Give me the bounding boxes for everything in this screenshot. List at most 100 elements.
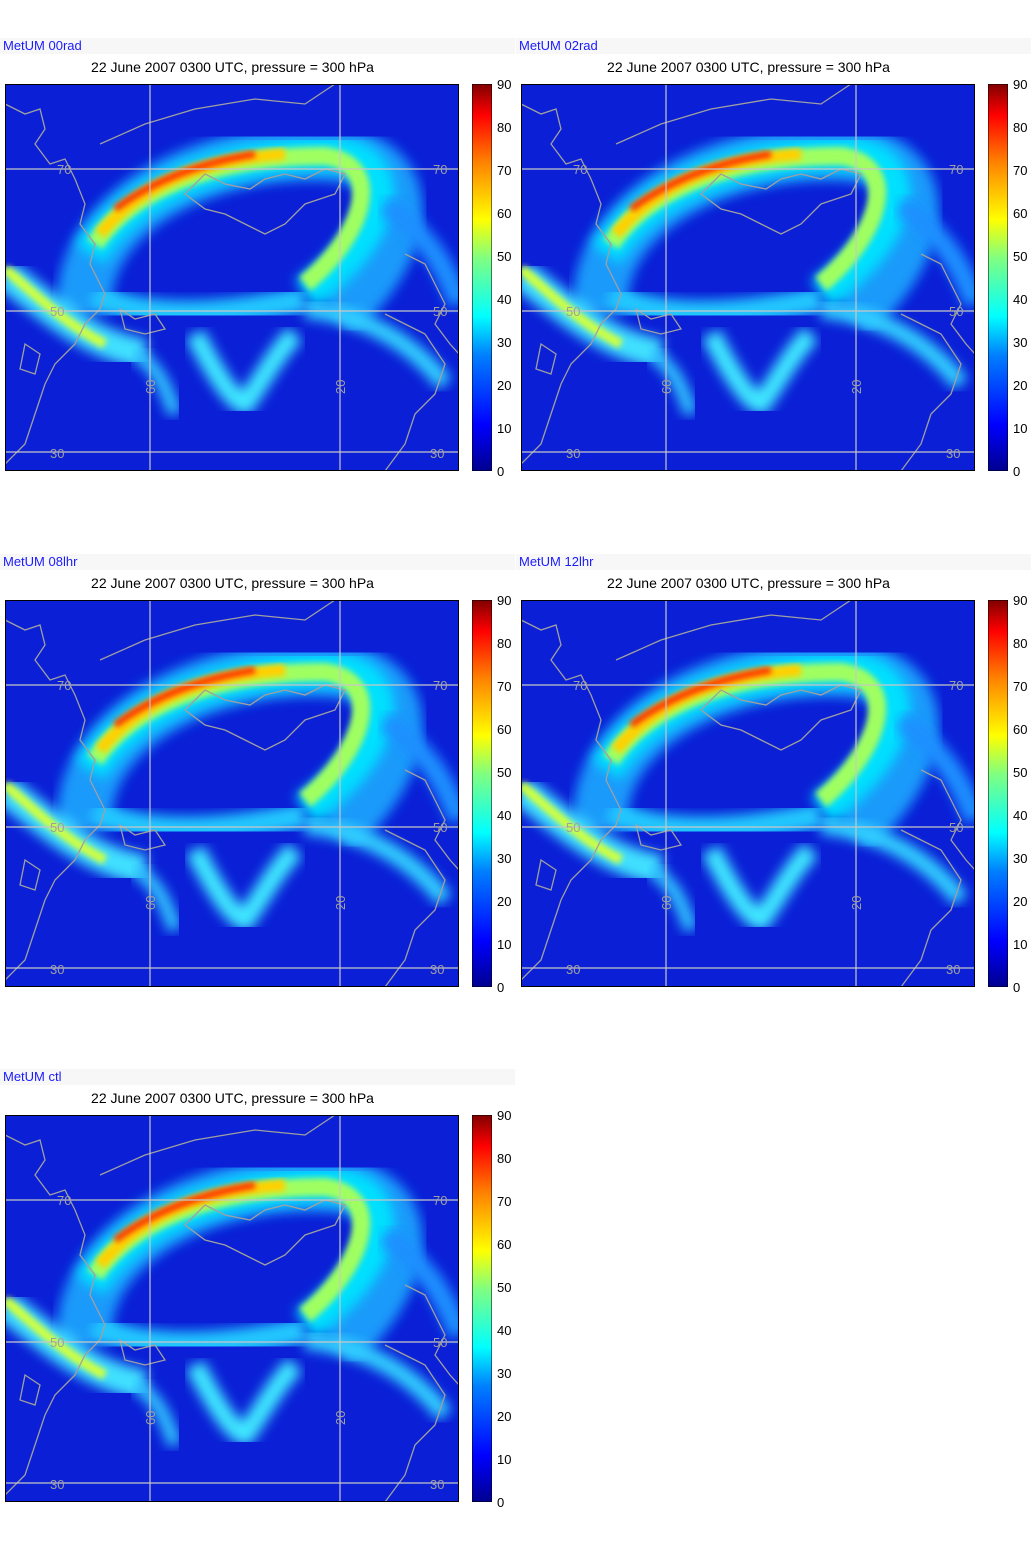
panel-08lhr: MetUM 08lhr 22 June 2007 0300 UTC, press…	[0, 554, 515, 1024]
colorbar-tick: 90	[1013, 593, 1028, 608]
colorbar	[472, 600, 492, 987]
panel-title: 22 June 2007 0300 UTC, pressure = 300 hP…	[607, 59, 890, 75]
lat-label-30-right: 30	[430, 1477, 444, 1492]
lat-label-30-right: 30	[430, 962, 444, 977]
lat-label-70-right: 70	[433, 162, 447, 177]
colorbar-tick: 40	[497, 1323, 512, 1338]
panel-label: MetUM 00rad	[0, 38, 515, 54]
lat-label-50: 50	[566, 304, 580, 319]
colorbar-tick: 0	[1013, 980, 1021, 995]
colorbar-tick: 10	[1013, 937, 1028, 952]
colorbar-tick: 90	[1013, 77, 1028, 92]
lon-label-60: 60	[143, 896, 158, 910]
colorbar-tick: 50	[497, 249, 512, 264]
colorbar-tick: 90	[497, 1108, 512, 1123]
lat-label-30: 30	[50, 1477, 64, 1492]
panel-title: 22 June 2007 0300 UTC, pressure = 300 hP…	[91, 575, 374, 591]
lat-label-70-right: 70	[433, 678, 447, 693]
colorbar-tick: 10	[497, 421, 512, 436]
wind-speed-map: 70 70 50 50 30 30 60 20	[5, 600, 459, 987]
colorbar-tick: 20	[497, 378, 512, 393]
lat-label-30: 30	[566, 962, 580, 977]
colorbar-tick: 80	[497, 1151, 512, 1166]
colorbar-tick: 70	[497, 1194, 512, 1209]
colorbar-tick: 50	[497, 765, 512, 780]
colorbar	[472, 84, 492, 471]
lat-label-70: 70	[573, 678, 587, 693]
lat-label-50-right: 50	[433, 1335, 447, 1350]
colorbar-tick: 30	[497, 1366, 512, 1381]
lon-label-20: 20	[849, 896, 864, 910]
lat-label-70: 70	[573, 162, 587, 177]
colorbar-tick: 50	[1013, 249, 1028, 264]
colorbar-tick: 60	[497, 1237, 512, 1252]
colorbar-tick: 0	[497, 464, 505, 479]
colorbar-tick: 80	[497, 636, 512, 651]
wind-speed-map: 70 70 50 50 30 30 60 20	[521, 600, 975, 987]
colorbar-tick: 30	[1013, 851, 1028, 866]
colorbar-tick: 60	[1013, 206, 1028, 221]
colorbar-tick: 70	[1013, 163, 1028, 178]
lat-label-30: 30	[50, 446, 64, 461]
colorbar-tick: 40	[497, 808, 512, 823]
lon-label-20: 20	[333, 1411, 348, 1425]
lat-label-30: 30	[566, 446, 580, 461]
colorbar-tick: 20	[497, 894, 512, 909]
lat-label-50-right: 50	[433, 820, 447, 835]
colorbar-tick: 60	[1013, 722, 1028, 737]
colorbar-tick: 40	[497, 292, 512, 307]
lon-label-20: 20	[849, 380, 864, 394]
lon-label-60: 60	[143, 380, 158, 394]
lat-label-30: 30	[50, 962, 64, 977]
lat-label-30-right: 30	[946, 446, 960, 461]
panel-title: 22 June 2007 0300 UTC, pressure = 300 hP…	[91, 59, 374, 75]
colorbar-tick: 0	[1013, 464, 1021, 479]
colorbar-tick: 80	[1013, 636, 1028, 651]
panel-label: MetUM ctl	[0, 1069, 515, 1085]
colorbar	[988, 84, 1008, 471]
lat-label-50-right: 50	[949, 304, 963, 319]
colorbar	[472, 1115, 492, 1502]
colorbar-tick: 70	[1013, 679, 1028, 694]
colorbar-tick: 0	[497, 1495, 505, 1510]
panel-02rad: MetUM 02rad 22 June 2007 0300 UTC, press…	[516, 38, 1031, 508]
lat-label-50: 50	[50, 820, 64, 835]
lon-label-60: 60	[143, 1411, 158, 1425]
colorbar-tick: 10	[497, 937, 512, 952]
panel-label: MetUM 12lhr	[516, 554, 1031, 570]
lat-label-50-right: 50	[949, 820, 963, 835]
lat-label-30-right: 30	[430, 446, 444, 461]
panel-12lhr: MetUM 12lhr 22 June 2007 0300 UTC, press…	[516, 554, 1031, 1024]
lat-label-70-right: 70	[433, 1193, 447, 1208]
colorbar-tick: 30	[497, 335, 512, 350]
colorbar-tick: 40	[1013, 808, 1028, 823]
lat-label-50-right: 50	[433, 304, 447, 319]
panel-title: 22 June 2007 0300 UTC, pressure = 300 hP…	[91, 1090, 374, 1106]
colorbar-tick: 0	[497, 980, 505, 995]
colorbar-tick: 30	[497, 851, 512, 866]
colorbar-tick: 40	[1013, 292, 1028, 307]
colorbar-tick: 90	[497, 593, 512, 608]
panel-00rad: MetUM 00rad 22 June 2007 0300 UTC, press…	[0, 38, 515, 508]
wind-speed-map: 70 70 50 50 30 30 60 20	[5, 1115, 459, 1502]
panel-label: MetUM 02rad	[516, 38, 1031, 54]
colorbar-tick: 20	[1013, 894, 1028, 909]
colorbar-tick: 20	[1013, 378, 1028, 393]
lat-label-70: 70	[57, 678, 71, 693]
colorbar-tick: 10	[1013, 421, 1028, 436]
lat-label-70: 70	[57, 1193, 71, 1208]
lat-label-50: 50	[50, 1335, 64, 1350]
colorbar-tick: 60	[497, 206, 512, 221]
colorbar-tick: 50	[1013, 765, 1028, 780]
colorbar-tick: 80	[1013, 120, 1028, 135]
colorbar-tick: 60	[497, 722, 512, 737]
colorbar-tick: 80	[497, 120, 512, 135]
lon-label-60: 60	[659, 896, 674, 910]
lat-label-70: 70	[57, 162, 71, 177]
lat-label-30-right: 30	[946, 962, 960, 977]
colorbar-tick: 50	[497, 1280, 512, 1295]
panel-title: 22 June 2007 0300 UTC, pressure = 300 hP…	[607, 575, 890, 591]
colorbar-tick: 20	[497, 1409, 512, 1424]
panel-label: MetUM 08lhr	[0, 554, 515, 570]
colorbar-tick: 70	[497, 163, 512, 178]
